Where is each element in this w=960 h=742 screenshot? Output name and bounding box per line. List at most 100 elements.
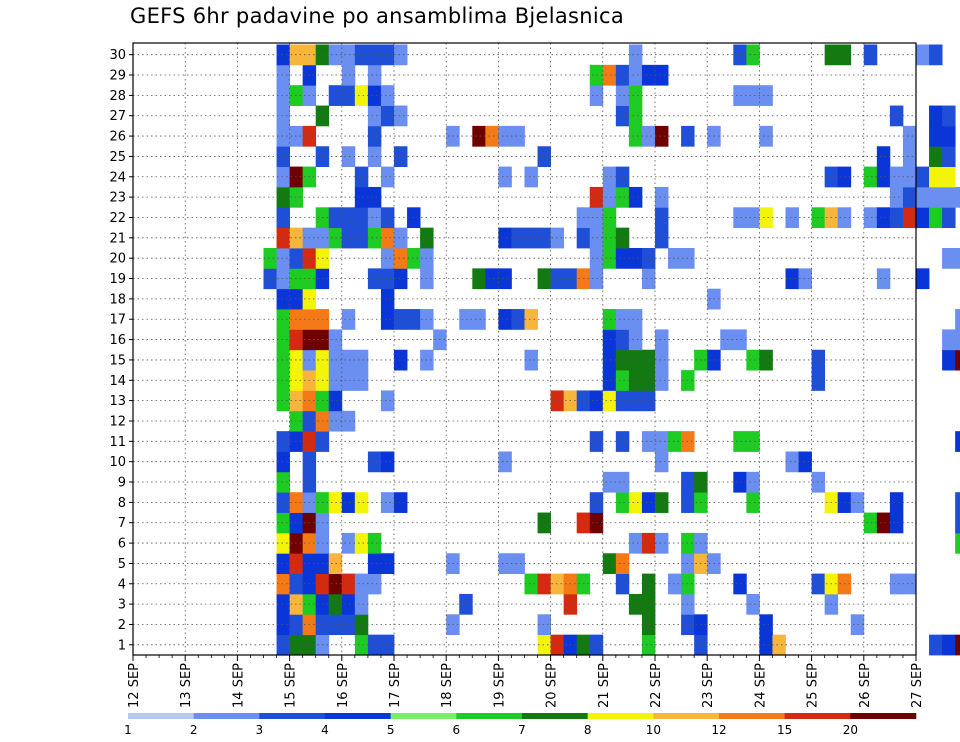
heatmap-cell	[733, 431, 747, 452]
heatmap-cell	[615, 390, 630, 412]
heatmap-cell	[733, 44, 747, 66]
heatmap-cell	[733, 329, 747, 351]
heatmap-cell	[341, 227, 356, 249]
heatmap-cell	[955, 492, 960, 513]
heatmap-cell	[759, 614, 773, 636]
heatmap-cell	[276, 146, 290, 167]
heatmap-cell	[876, 207, 891, 229]
heatmap-cell	[902, 186, 917, 208]
y-axis-ticks: 1234567891011121314151617181920212223242…	[109, 48, 133, 653]
x-tick-label: 15 SEP	[284, 663, 299, 708]
heatmap-cell	[276, 634, 290, 656]
heatmap-cell	[380, 166, 395, 188]
heatmap-cell	[524, 227, 538, 249]
legend-label: 1	[124, 723, 132, 737]
heatmap-cell	[746, 492, 760, 513]
heatmap-cell	[863, 207, 878, 229]
heatmap-cell	[955, 186, 960, 208]
heatmap-cell	[341, 349, 356, 371]
legend-swatch	[850, 713, 917, 719]
y-tick-label: 8	[118, 496, 126, 511]
heatmap-cell	[276, 227, 290, 249]
heatmap-cell	[955, 532, 960, 554]
heatmap-cell	[328, 207, 343, 229]
heatmap-cell	[341, 370, 356, 391]
heatmap-cell	[459, 593, 473, 615]
x-tick-label: 13 SEP	[179, 663, 194, 708]
heatmap-cell	[602, 349, 617, 371]
heatmap-cell	[850, 614, 865, 636]
heatmap-cell	[394, 349, 408, 371]
heatmap-cell	[354, 227, 369, 249]
heatmap-cell	[628, 492, 643, 513]
heatmap-cell	[498, 553, 512, 574]
heatmap-cell	[276, 532, 290, 554]
y-tick-label: 11	[109, 435, 126, 450]
legend-label: 20	[843, 723, 858, 737]
heatmap-cell	[328, 227, 343, 249]
heatmap-cell	[641, 634, 656, 656]
heatmap-cell	[276, 349, 290, 371]
heatmap-cell	[641, 125, 656, 147]
heatmap-cell	[367, 105, 382, 127]
x-tick-label: 22 SEP	[649, 663, 664, 708]
legend-label: 6	[453, 723, 461, 737]
heatmap-cell	[655, 186, 669, 208]
x-tick-label: 26 SEP	[858, 663, 873, 708]
heatmap-cell	[276, 329, 290, 351]
heatmap-cell	[929, 207, 943, 229]
heatmap-cell	[929, 166, 943, 188]
heatmap-cell	[628, 125, 643, 147]
y-tick-label: 16	[109, 333, 126, 348]
heatmap-cell	[276, 105, 290, 127]
heatmap-cell	[354, 166, 369, 188]
heatmap-cell	[276, 492, 290, 513]
heatmap-cell	[641, 431, 656, 452]
y-tick-label: 3	[118, 598, 126, 613]
y-tick-label: 21	[109, 231, 126, 246]
heatmap-cell	[524, 166, 538, 188]
heatmap-cell	[589, 227, 604, 249]
x-tick-label: 25 SEP	[806, 663, 821, 708]
y-tick-label: 4	[118, 577, 126, 592]
heatmap-cell	[916, 207, 930, 229]
heatmap-cell	[655, 207, 669, 229]
x-tick-label: 23 SEP	[701, 663, 716, 708]
legend-label: 12	[711, 723, 726, 737]
heatmap-cell	[341, 593, 356, 615]
heatmap-cell	[589, 431, 604, 452]
heatmap-cell	[746, 349, 760, 371]
heatmap-cell	[615, 370, 630, 391]
y-tick-label: 30	[109, 48, 126, 63]
x-tick-label: 17 SEP	[388, 663, 403, 708]
heatmap-cell	[720, 329, 734, 351]
y-tick-label: 9	[118, 476, 126, 491]
x-tick-label: 21 SEP	[597, 663, 612, 708]
heatmap-cell	[916, 44, 930, 66]
heatmap-cell	[367, 85, 382, 106]
heatmap-cell	[367, 186, 382, 208]
heatmap-cell	[955, 248, 960, 269]
heatmap-cell	[655, 431, 669, 452]
heatmap-cell	[367, 532, 382, 554]
heatmap-cell	[655, 532, 669, 554]
heatmap-cell	[929, 105, 943, 127]
heatmap-cell	[889, 207, 904, 229]
y-tick-label: 17	[109, 313, 126, 328]
heatmap-cell	[367, 227, 382, 249]
heatmap-cell	[276, 471, 290, 493]
heatmap-cell	[380, 390, 395, 412]
heatmap-cell	[628, 186, 643, 208]
legend-swatch	[456, 713, 523, 719]
heatmap-cell	[668, 431, 682, 452]
legend-label: 3	[256, 723, 264, 737]
heatmap-cell	[602, 248, 617, 269]
heatmap-cell	[772, 634, 786, 656]
heatmap-cell	[328, 85, 343, 106]
heatmap-cell	[511, 553, 525, 574]
heatmap-cell	[589, 85, 604, 106]
heatmap-cell	[394, 268, 408, 290]
legend-label: 8	[584, 723, 592, 737]
heatmap-cell	[746, 471, 760, 493]
